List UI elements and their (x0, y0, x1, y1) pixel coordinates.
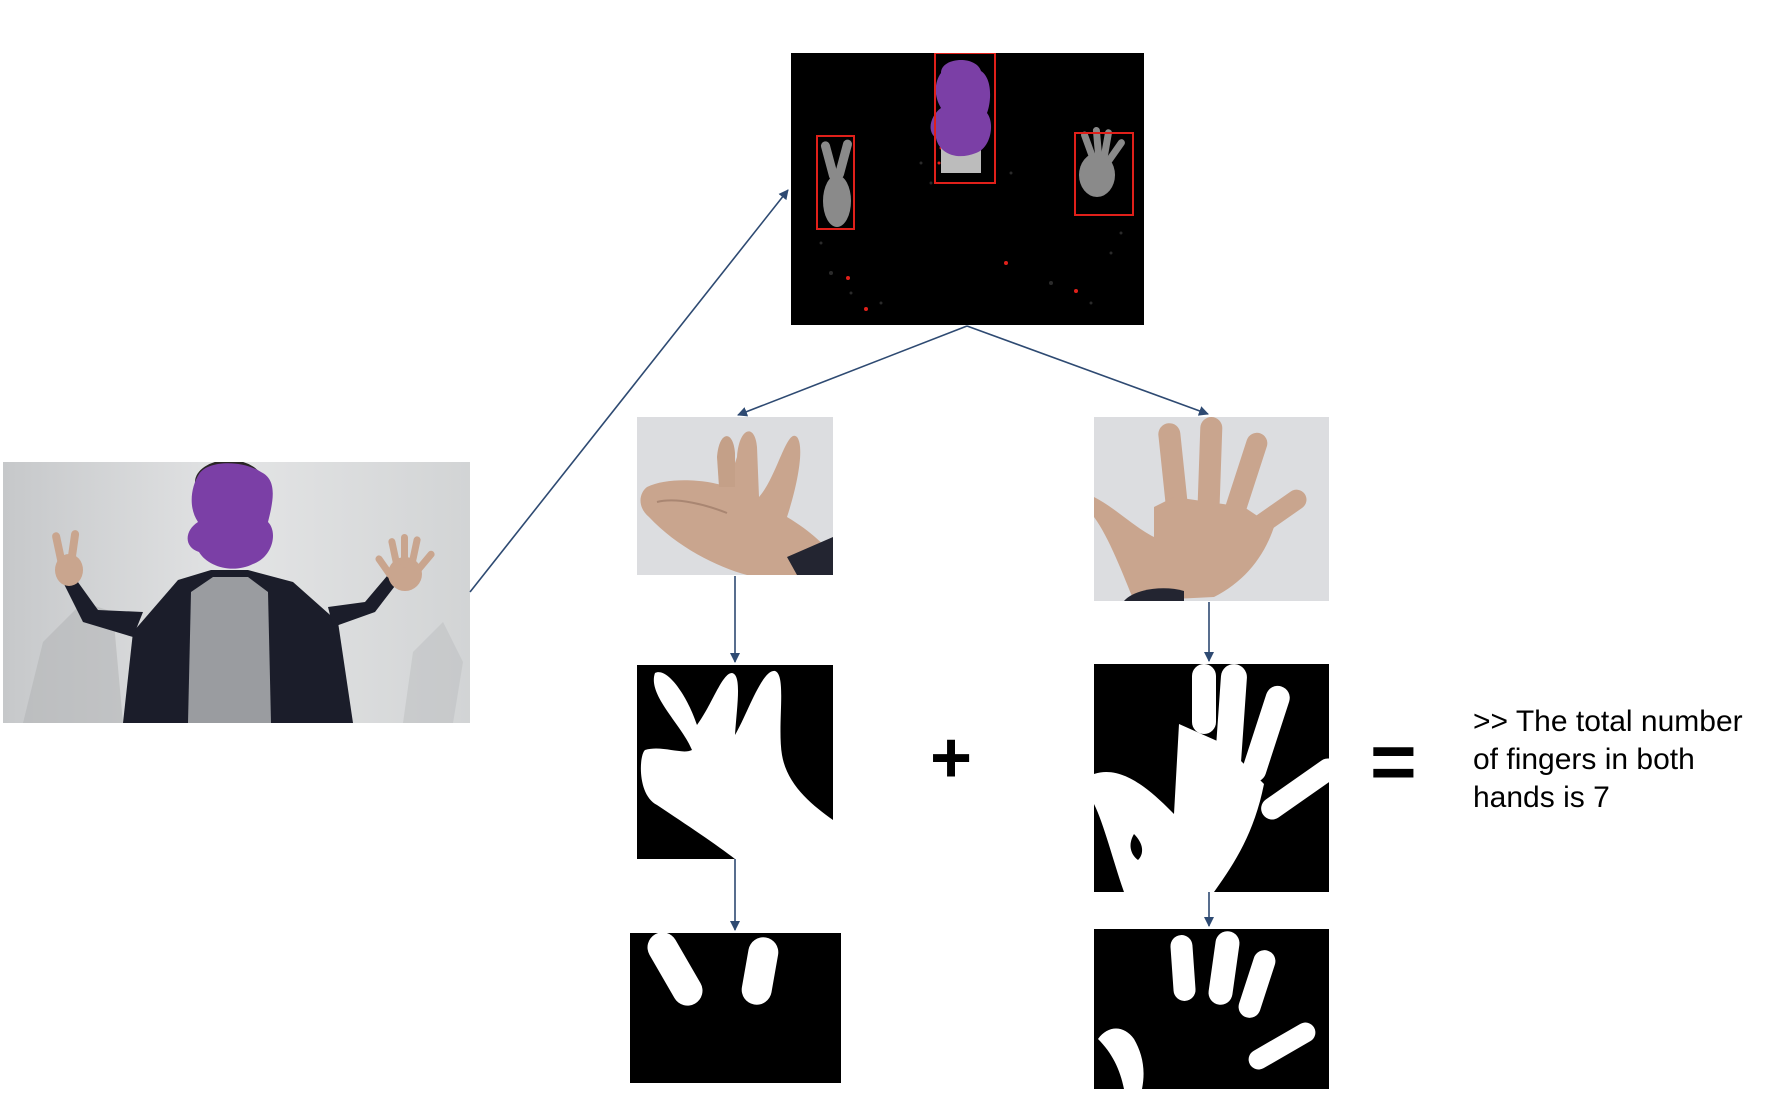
arrow-detection-to-left-hand (737, 325, 968, 417)
right-hand-crop (1094, 417, 1329, 601)
arrow-detection-to-right-hand (966, 325, 1209, 416)
equals-sign: = (1370, 717, 1417, 806)
left-fingers-mask (630, 933, 841, 1083)
result-text: >> The total number of fingers in both h… (1473, 705, 1743, 814)
left-hand-crop (637, 417, 833, 575)
left-hand-mask (637, 665, 833, 859)
detection-image (791, 53, 1144, 325)
input-photo (3, 462, 470, 723)
right-hand-mask (1094, 664, 1329, 892)
plus-sign: + (930, 718, 973, 798)
right-fingers-mask (1094, 929, 1329, 1089)
